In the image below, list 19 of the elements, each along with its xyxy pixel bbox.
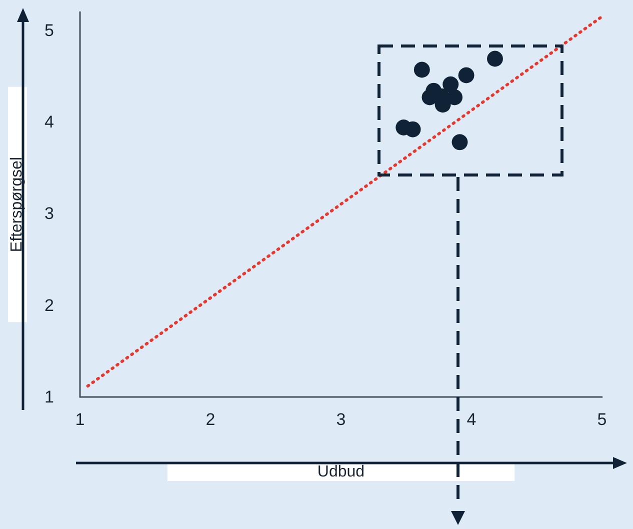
y-tick-label: 2 (44, 296, 54, 315)
point (487, 50, 503, 67)
x-axis-title: Udbud (317, 464, 365, 480)
point (414, 62, 430, 78)
point (442, 76, 459, 92)
point (404, 121, 421, 138)
x-tick-label: 3 (336, 410, 346, 429)
x-tick-label: 1 (75, 410, 85, 429)
y-tick-label: 3 (44, 204, 54, 224)
y-tick-label: 4 (44, 112, 54, 132)
x-tick-label: 2 (206, 410, 216, 429)
x-tick-label: 5 (597, 410, 607, 429)
point (458, 67, 474, 84)
point (452, 134, 468, 150)
y-tick-label: 5 (44, 20, 54, 40)
y-axis-title: Efterspørgsel (8, 156, 26, 252)
point (446, 89, 463, 106)
y-tick-label: 1 (44, 388, 54, 406)
x-tick-label: 4 (466, 410, 476, 429)
